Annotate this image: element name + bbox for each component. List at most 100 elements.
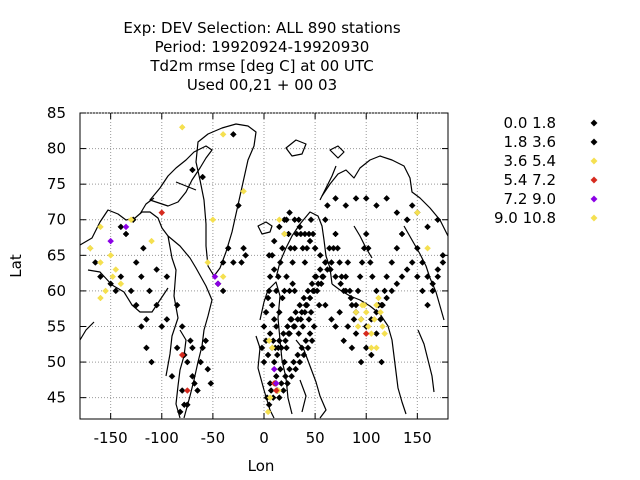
- legend-label: 9.0 10.8: [494, 209, 556, 227]
- y-tick-label: 60: [47, 282, 66, 300]
- station-marker-series-1: [296, 223, 304, 231]
- station-marker-series-2: [377, 308, 384, 316]
- station-marker-series-2: [373, 344, 380, 352]
- station-marker-series-0: [309, 230, 317, 238]
- station-marker-series-0: [373, 202, 380, 209]
- station-marker-series-1: [153, 266, 161, 273]
- station-marker-series-0: [168, 372, 176, 380]
- station-marker-series-1: [312, 273, 320, 281]
- station-marker-series-0: [275, 308, 283, 316]
- station-marker-series-1: [439, 251, 447, 259]
- station-marker-series-1: [266, 330, 274, 337]
- station-marker-series-1: [286, 209, 293, 216]
- station-marker-series-0: [275, 394, 283, 402]
- legend-marker: [590, 138, 598, 146]
- station-marker-series-1: [304, 287, 312, 295]
- station-marker-series-0: [178, 387, 186, 394]
- station-marker-series-1: [291, 216, 299, 224]
- station-marker-series-0: [122, 230, 130, 238]
- station-marker-series-0: [434, 273, 442, 281]
- station-marker-series-0: [383, 273, 391, 281]
- station-marker-series-0: [265, 287, 273, 295]
- station-marker-series-0: [424, 273, 431, 281]
- station-marker-series-0: [298, 344, 306, 352]
- station-marker-series-1: [229, 259, 237, 266]
- x-tick-label: -150: [94, 429, 128, 447]
- station-marker-series-0: [280, 387, 287, 394]
- station-marker-series-2: [367, 330, 375, 337]
- station-marker-series-0: [307, 216, 315, 224]
- station-marker-series-0: [408, 202, 416, 209]
- y-tick-label: 50: [47, 353, 66, 371]
- station-marker-series-1: [163, 273, 171, 281]
- station-marker-series-0: [140, 244, 147, 252]
- station-marker-series-2: [362, 308, 370, 316]
- station-marker-series-0: [199, 344, 207, 352]
- title-line-1: Exp: DEV Selection: ALL 890 stations: [123, 19, 400, 37]
- station-marker-series-0: [272, 287, 280, 295]
- y-tick-label: 75: [47, 175, 66, 193]
- station-marker-series-1: [127, 287, 135, 295]
- station-marker-series-0: [272, 323, 280, 330]
- station-marker-series-0: [277, 365, 284, 373]
- station-marker-series-3: [183, 387, 191, 394]
- station-marker-series-0: [146, 287, 153, 295]
- station-marker-series-0: [340, 337, 348, 345]
- station-marker-series-0: [332, 195, 339, 202]
- station-marker-series-2: [413, 209, 421, 216]
- station-marker-series-5: [219, 273, 227, 281]
- station-marker-series-0: [439, 259, 447, 266]
- x-tick-label: 100: [352, 429, 381, 447]
- station-marker-series-0: [270, 266, 278, 273]
- station-marker-series-0: [315, 301, 323, 309]
- station-marker-series-1: [286, 330, 293, 337]
- station-marker-series-0: [292, 365, 300, 373]
- legend-label: 5.4 7.2: [504, 171, 556, 189]
- station-marker-series-0: [303, 244, 311, 252]
- station-marker-series-0: [238, 259, 245, 266]
- station-marker-series-1: [310, 287, 318, 295]
- station-marker-series-2: [373, 301, 380, 309]
- station-marker-series-0: [270, 316, 278, 323]
- station-marker-series-0: [260, 358, 268, 366]
- legend-label: 7.2 9.0: [504, 190, 556, 208]
- station-marker-series-0: [300, 351, 308, 359]
- station-marker-series-0: [204, 365, 212, 373]
- station-marker-series-2: [219, 130, 227, 138]
- station-marker-series-0: [137, 323, 145, 330]
- station-marker-series-2: [265, 337, 273, 345]
- station-marker-series-0: [393, 209, 401, 216]
- station-marker-series-0: [294, 351, 302, 359]
- station-marker-series-1: [316, 251, 324, 259]
- station-marker-series-4: [272, 380, 280, 387]
- station-marker-series-0: [267, 387, 275, 394]
- station-marker-series-3: [178, 351, 186, 359]
- station-marker-series-0: [265, 401, 273, 409]
- station-marker-series-0: [132, 259, 140, 266]
- station-marker-series-1: [300, 294, 308, 302]
- station-marker-series-0: [97, 273, 104, 281]
- station-marker-series-0: [310, 323, 318, 330]
- station-marker-series-0: [194, 387, 201, 394]
- station-marker-series-1: [327, 266, 334, 273]
- station-marker-series-1: [332, 273, 339, 281]
- station-marker-series-2: [209, 216, 217, 224]
- station-marker-series-2: [86, 244, 94, 252]
- x-tick-label: 150: [403, 429, 432, 447]
- station-marker-series-1: [292, 308, 300, 316]
- station-marker-series-1: [219, 287, 227, 295]
- station-marker-series-1: [308, 280, 316, 288]
- station-marker-series-2: [424, 244, 431, 252]
- station-marker-series-1: [189, 344, 196, 352]
- station-marker-series-0: [274, 273, 282, 281]
- station-marker-series-0: [383, 195, 391, 202]
- station-marker-series-1: [132, 301, 140, 309]
- station-marker-series-0: [173, 344, 181, 352]
- station-marker-series-1: [393, 280, 401, 288]
- station-marker-series-5: [275, 216, 283, 224]
- station-marker-series-0: [137, 273, 145, 281]
- station-marker-series-1: [408, 259, 416, 266]
- station-marker-series-0: [258, 344, 266, 352]
- station-marker-series-0: [354, 287, 362, 295]
